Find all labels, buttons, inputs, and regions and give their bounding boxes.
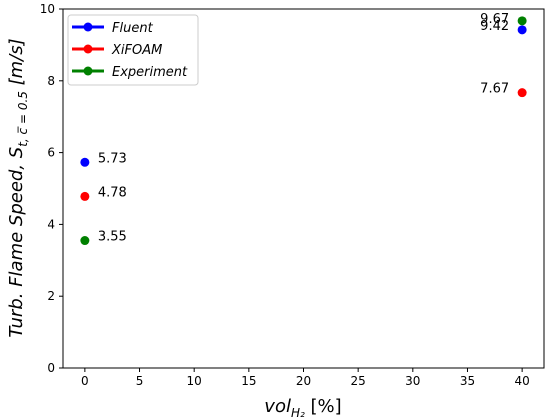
data-point-experiment (80, 236, 90, 246)
axis-ticks: 0 5 10 15 20 25 30 35 40 0 2 4 6 8 10 (40, 2, 530, 388)
y-axis-title-unit: [m/s] (6, 38, 27, 91)
y-axis-title-main: Turb. Flame Speed, S (6, 147, 27, 338)
y-tick-label: 0 (47, 361, 55, 375)
data-label: 7.67 (480, 82, 509, 97)
x-tick-label: 25 (351, 374, 366, 388)
y-tick-label: 10 (40, 2, 55, 16)
x-tick-label: 5 (136, 374, 144, 388)
legend-label: Fluent (112, 21, 154, 36)
legend-label: Experiment (112, 65, 188, 80)
x-tick-label: 20 (296, 374, 311, 388)
data-label: 4.78 (98, 185, 127, 200)
x-axis-title: volH₂ [%] (264, 396, 341, 420)
data-point-xifoam (80, 191, 90, 201)
x-tick-label: 0 (81, 374, 89, 388)
x-tick-label: 35 (460, 374, 475, 388)
x-axis-title-main: vol (264, 396, 291, 417)
data-labels: 5.73 4.78 3.55 9.679.42 7.67 (98, 12, 509, 245)
legend-marker (83, 22, 93, 32)
legend-label: XiFOAM (111, 43, 162, 58)
data-point-fluent (517, 25, 527, 35)
data-point-fluent (80, 157, 90, 167)
y-axis-title: Turb. Flame Speed, St, c̅ = 0.5 [m/s] (6, 38, 30, 337)
legend-item-fluent: Fluent (72, 21, 154, 36)
y-axis-title-sub: t, c̅ = 0.5 (16, 91, 30, 147)
legend-item-experiment: Experiment (72, 65, 188, 80)
legend-box (67, 14, 199, 86)
data-points (80, 16, 527, 246)
x-tick-label: 10 (187, 374, 202, 388)
data-label: 3.55 (98, 230, 127, 245)
x-tick-label: 30 (405, 374, 420, 388)
x-axis-title-unit: [%] (305, 396, 342, 417)
x-axis-title-sub: H₂ (291, 406, 305, 420)
legend-item-xifoam: XiFOAM (72, 43, 162, 58)
data-label: 5.73 (98, 151, 127, 166)
y-tick-label: 2 (47, 289, 55, 303)
y-tick-label: 8 (47, 74, 55, 88)
legend-marker (83, 44, 93, 54)
data-point-xifoam (517, 88, 527, 98)
legend: Fluent XiFOAM Experiment (67, 14, 199, 86)
data-label: 9.67 (480, 12, 509, 27)
y-tick-label: 6 (47, 146, 55, 160)
x-tick-label: 15 (241, 374, 256, 388)
data-point-experiment (517, 16, 527, 26)
data-label: 9.42 (480, 19, 509, 34)
y-tick-label: 4 (47, 217, 55, 231)
x-tick-label: 40 (514, 374, 529, 388)
legend-marker (83, 66, 93, 76)
